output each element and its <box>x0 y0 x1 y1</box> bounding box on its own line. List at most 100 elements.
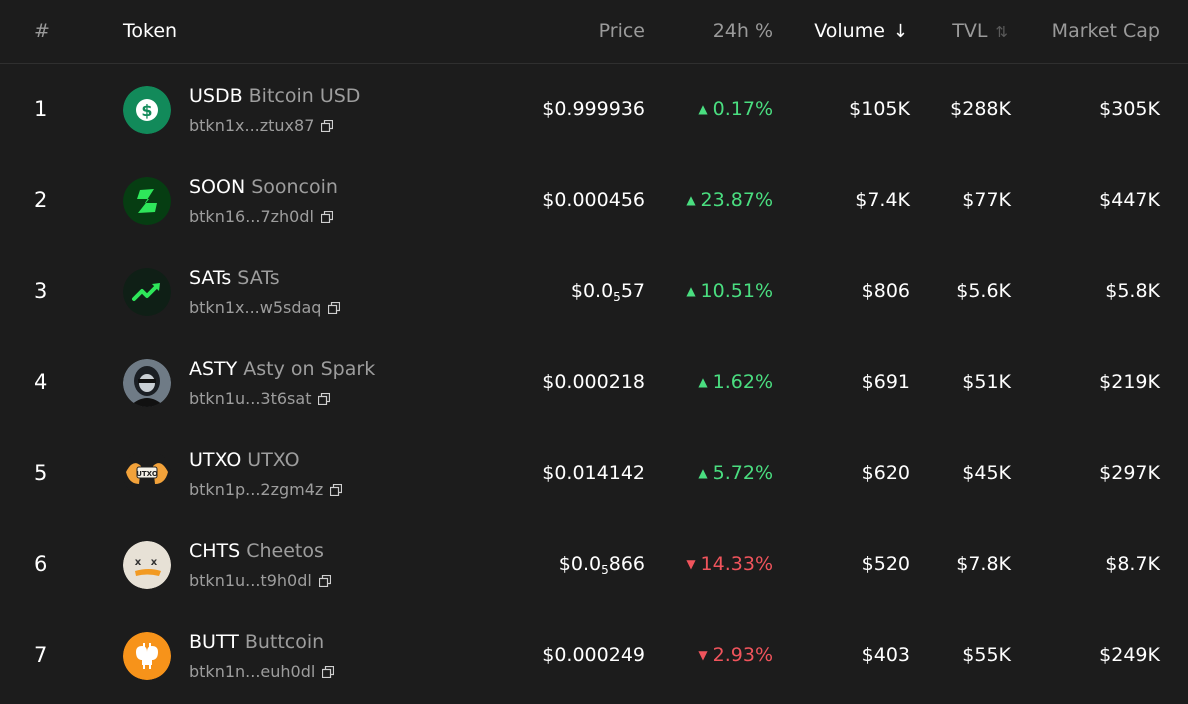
header-tvl[interactable]: TVL ⇅ <box>952 19 1008 44</box>
row-rank: 7 <box>34 643 48 667</box>
token-tvl: $55K <box>962 644 1011 666</box>
table-row[interactable]: 4 ASTY Asty on Spark btkn1u...3t6sat $0.0002… <box>0 337 1188 428</box>
token-tvl: $288K <box>950 98 1011 120</box>
copy-icon[interactable] <box>321 117 334 137</box>
token-mcap: $219K <box>1099 371 1160 393</box>
price-zero-count: 5 <box>601 563 609 577</box>
row-rank: 4 <box>34 370 48 394</box>
token-names: USDB Bitcoin USD <box>189 84 360 108</box>
svg-text:UTXO: UTXO <box>136 470 158 478</box>
token-volume: $620 <box>861 462 910 484</box>
token-address: btkn1p...2zgm4z <box>189 480 343 501</box>
token-address-text: btkn1x...ztux87 <box>189 116 315 135</box>
header-mcap[interactable]: Market Cap <box>1052 19 1160 43</box>
token-volume: $520 <box>861 553 910 575</box>
token-price: $0.000456 <box>542 188 645 212</box>
token-ticker: UTXO <box>189 449 242 471</box>
price-main: $0.000218 <box>542 371 645 393</box>
token-volume: $806 <box>861 280 910 302</box>
token-address-text: btkn1x...w5sdaq <box>189 298 322 317</box>
triangle-up-icon: ▲ <box>686 193 696 207</box>
price-main: $0.000249 <box>542 644 645 666</box>
price-main: $0.999936 <box>542 98 645 120</box>
token-price: $0.000218 <box>542 370 645 394</box>
token-tvl: $5.6K <box>956 280 1011 302</box>
change-value: 0.17% <box>712 98 773 120</box>
price-digits: 57 <box>620 280 645 302</box>
token-mcap: $5.8K <box>1105 280 1160 302</box>
copy-icon[interactable] <box>320 208 334 228</box>
table-row[interactable]: 5 UTXO UTXO UTXO btkn1p...2zgm4z $0.014142 ▲ 5.… <box>0 428 1188 519</box>
header-change-label: 24h % <box>712 20 773 42</box>
token-names: UTXO UTXO <box>189 448 300 472</box>
token-change: ▲ 10.51% <box>686 279 773 303</box>
token-volume: $105K <box>849 98 910 120</box>
copy-icon[interactable] <box>318 390 331 410</box>
table-row[interactable]: 7 BUTT Buttcoin btkn1n...euh0dl $0.000249 ▼ 2.… <box>0 610 1188 701</box>
token-volume: $7.4K <box>855 189 910 211</box>
token-fullname: UTXO <box>247 449 300 471</box>
token-volume: $691 <box>861 371 910 393</box>
price-main: $0.0 <box>558 553 602 575</box>
token-address: btkn1u...t9h0dl <box>189 571 331 592</box>
token-tvl: $77K <box>962 189 1011 211</box>
table-row[interactable]: 3 SATs SATs btkn1x...w5sdaq $0.0557 ▲ 10.51% $8… <box>0 246 1188 337</box>
lightning-s-icon <box>123 177 171 225</box>
token-change: ▲ 0.17% <box>698 97 773 121</box>
token-address-text: btkn1n...euh0dl <box>189 662 316 681</box>
token-ticker: BUTT <box>189 631 239 653</box>
token-ticker: CHTS <box>189 540 241 562</box>
token-fullname: Cheetos <box>246 540 324 562</box>
token-address: btkn1n...euh0dl <box>189 662 335 683</box>
sort-desc-icon: ↓ <box>892 21 908 42</box>
token-change: ▼ 2.93% <box>698 643 773 667</box>
copy-icon[interactable] <box>330 481 343 501</box>
header-mcap-label: Market Cap <box>1051 20 1160 42</box>
token-fullname: Bitcoin USD <box>248 85 361 107</box>
price-main: $0.014142 <box>542 462 645 484</box>
token-mcap: $305K <box>1099 98 1160 120</box>
token-change: ▼ 14.33% <box>686 552 773 576</box>
token-names: ASTY Asty on Spark <box>189 357 375 381</box>
change-value: 10.51% <box>700 280 773 302</box>
token-price: $0.014142 <box>542 461 645 485</box>
change-value: 5.72% <box>712 462 773 484</box>
header-volume[interactable]: Volume ↓ <box>814 19 908 44</box>
table-row[interactable]: 2 SOON Sooncoin btkn16...7zh0dl $0.000456 ▲ 23… <box>0 155 1188 246</box>
header-price[interactable]: Price <box>599 19 645 43</box>
token-tvl: $45K <box>962 462 1011 484</box>
buttcoin-icon <box>123 632 171 680</box>
header-token: Token <box>123 20 178 42</box>
svg-text:$: $ <box>141 101 152 120</box>
header-change[interactable]: 24h % <box>713 19 773 43</box>
avatar-portrait-icon <box>123 359 171 407</box>
copy-icon[interactable] <box>322 663 335 683</box>
token-ticker: SOON <box>189 176 246 198</box>
copy-icon[interactable] <box>318 572 331 592</box>
triangle-down-icon: ▼ <box>698 648 708 662</box>
header-tvl-label: TVL <box>952 20 988 42</box>
row-rank: 5 <box>34 461 48 485</box>
token-address-text: btkn1u...t9h0dl <box>189 571 312 590</box>
change-value: 2.93% <box>712 644 773 666</box>
svg-text:x: x <box>135 557 142 568</box>
token-address: btkn1x...w5sdaq <box>189 298 341 319</box>
copy-icon[interactable] <box>328 299 341 319</box>
price-main: $0.0 <box>570 280 614 302</box>
token-address: btkn1x...ztux87 <box>189 116 334 137</box>
table-row[interactable]: 6 x x CHTS Cheetos btkn1u...t9h0dl $0.05866 ▼ 14… <box>0 519 1188 610</box>
row-rank: 1 <box>34 97 48 121</box>
token-change: ▲ 5.72% <box>698 461 773 485</box>
table-row[interactable]: 1 $ USDB Bitcoin USD btkn1x...ztux87 $0.99993… <box>0 64 1188 155</box>
triangle-up-icon: ▲ <box>698 375 708 389</box>
token-address: btkn16...7zh0dl <box>189 207 334 228</box>
row-rank: 3 <box>34 279 48 303</box>
token-mcap: $8.7K <box>1105 553 1160 575</box>
token-change: ▲ 23.87% <box>686 188 773 212</box>
token-address-text: btkn1p...2zgm4z <box>189 480 324 499</box>
row-rank: 2 <box>34 188 48 212</box>
token-mcap: $447K <box>1099 189 1160 211</box>
token-names: SATs SATs <box>189 266 280 290</box>
